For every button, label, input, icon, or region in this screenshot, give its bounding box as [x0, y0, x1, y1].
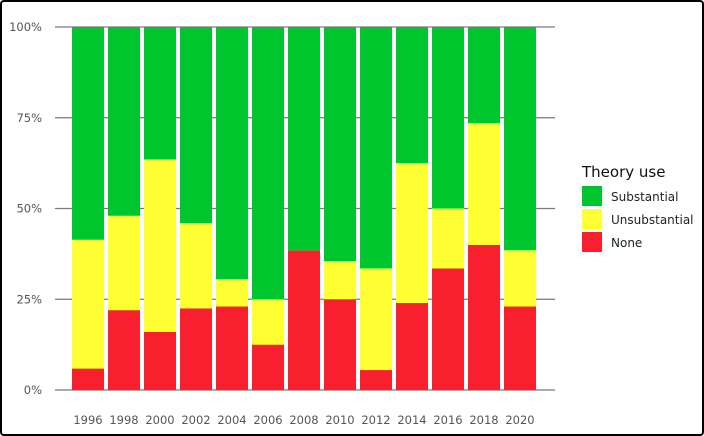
bar-1998-unsubstantial	[108, 215, 140, 311]
y-tick-label: 0%	[24, 383, 42, 397]
legend-label-unsubstantial: Unsubstantial	[611, 213, 694, 227]
bars	[72, 27, 536, 390]
bar-2012-none	[360, 370, 392, 390]
bar-2006-none	[252, 344, 284, 390]
bar-1996-substantial	[72, 27, 104, 240]
bar-2012-unsubstantial	[360, 268, 392, 371]
bar-2006-substantial	[252, 27, 284, 300]
bar-2004-none	[216, 306, 248, 390]
bar-2008-substantial	[288, 27, 320, 251]
x-tick-label: 1996	[73, 413, 102, 427]
y-tick-label: 100%	[9, 20, 42, 34]
bar-2000-substantial	[144, 27, 176, 160]
bar-2008-none	[288, 250, 320, 390]
legend-label-substantial: Substantial	[611, 190, 678, 204]
bar-1996-unsubstantial	[72, 239, 104, 369]
bar-2004-substantial	[216, 27, 248, 280]
bar-2016-substantial	[432, 27, 464, 209]
bar-2002-none	[180, 308, 212, 390]
bar-2002-substantial	[180, 27, 212, 224]
bar-2010-unsubstantial	[324, 261, 356, 300]
bar-2014-unsubstantial	[396, 163, 428, 303]
x-tick-label: 2006	[253, 413, 282, 427]
x-tick-label: 2016	[433, 413, 462, 427]
bar-2016-unsubstantial	[432, 208, 464, 269]
bar-2002-unsubstantial	[180, 223, 212, 309]
x-tick-label: 2002	[181, 413, 210, 427]
bar-2014-substantial	[396, 27, 428, 164]
bar-2000-unsubstantial	[144, 159, 176, 332]
bar-2010-none	[324, 299, 356, 390]
x-tick-label: 2008	[289, 413, 318, 427]
x-tick-label: 2014	[397, 413, 426, 427]
x-tick-label: 2004	[217, 413, 246, 427]
bar-2020-unsubstantial	[504, 250, 536, 307]
bar-1996-none	[72, 368, 104, 390]
bar-2012-substantial	[360, 27, 392, 269]
bar-2000-none	[144, 331, 176, 390]
x-axis: 1996 1998 2000 2002 2004 2006 2008 2010 2012 2014…	[73, 413, 534, 427]
x-tick-label: 1998	[109, 413, 138, 427]
legend-swatch-unsubstantial	[582, 209, 602, 229]
x-tick-label: 2000	[145, 413, 174, 427]
y-tick-label: 50%	[16, 202, 42, 216]
bar-2018-substantial	[468, 27, 500, 124]
x-tick-label: 2012	[361, 413, 390, 427]
bar-2020-substantial	[504, 27, 536, 251]
y-axis: 0% 25% 50% 75% 100%	[9, 20, 42, 397]
y-tick-label: 25%	[16, 292, 42, 306]
bar-2018-unsubstantial	[468, 123, 500, 245]
legend-swatch-substantial	[582, 186, 602, 206]
legend-title: Theory use	[581, 163, 665, 181]
x-tick-label: 2010	[325, 413, 354, 427]
bar-1998-none	[108, 310, 140, 390]
x-tick-label: 2020	[505, 413, 534, 427]
legend-swatch-none	[582, 232, 602, 252]
bar-2006-unsubstantial	[252, 299, 284, 345]
bar-2010-substantial	[324, 27, 356, 262]
legend: Theory use Substantial Unsubstantial Non…	[581, 163, 694, 252]
bar-2014-none	[396, 302, 428, 390]
bar-1998-substantial	[108, 27, 140, 216]
bar-2016-none	[432, 268, 464, 390]
bar-2018-none	[468, 244, 500, 390]
bar-2004-unsubstantial	[216, 279, 248, 307]
bar-2020-none	[504, 306, 536, 390]
x-tick-label: 2018	[469, 413, 498, 427]
legend-label-none: None	[611, 236, 642, 250]
y-tick-label: 75%	[16, 111, 42, 125]
